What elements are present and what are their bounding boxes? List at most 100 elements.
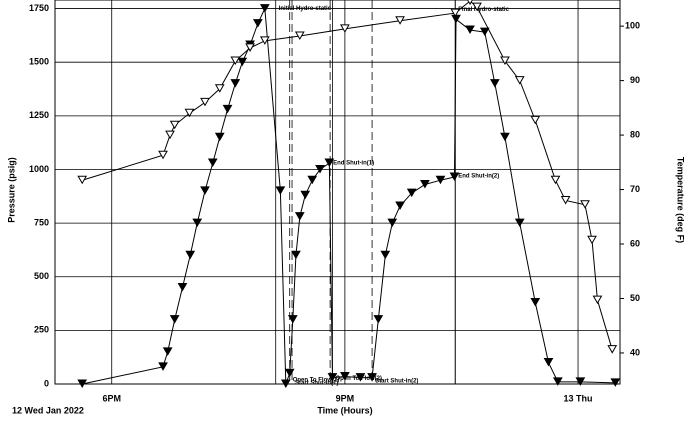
data-point	[214, 132, 225, 142]
data-point	[467, 0, 473, 6]
data-point	[327, 373, 338, 382]
data-point	[380, 250, 391, 260]
data-point	[552, 377, 563, 386]
x-axis-label: Time (Hours)	[317, 405, 372, 415]
data-point	[490, 79, 500, 88]
data-point	[514, 218, 525, 228]
data-point	[340, 24, 350, 33]
y-tick-label: 750	[34, 217, 49, 227]
data-point	[472, 2, 482, 12]
data-point	[230, 56, 241, 66]
data-point	[184, 108, 195, 118]
data-point	[560, 195, 571, 205]
data-point	[315, 164, 325, 174]
event-label: Initial Hydro-static	[279, 6, 332, 12]
data-point	[207, 158, 218, 168]
data-point	[373, 315, 384, 324]
data-point	[387, 218, 398, 228]
data-point	[530, 297, 541, 307]
data-point	[587, 235, 597, 245]
data-point	[610, 378, 621, 387]
event-label: End Shut-in(2)	[458, 173, 499, 179]
data-point	[200, 186, 210, 195]
data-point	[230, 79, 241, 88]
data-point	[158, 150, 168, 160]
y-axis-label: Pressure (psig)	[6, 157, 16, 223]
data-point	[607, 345, 618, 354]
data-point	[514, 76, 525, 85]
data-point	[169, 120, 180, 130]
data-point	[580, 200, 590, 209]
data-point	[550, 175, 561, 185]
data-point	[340, 371, 350, 381]
data-point	[245, 43, 255, 52]
data-point	[214, 84, 225, 93]
y2-tick-label: 40	[630, 347, 640, 357]
x-tick-label: 6PM	[102, 393, 121, 403]
data-point	[500, 56, 510, 66]
data-point	[284, 368, 295, 378]
y-tick-label: 0	[44, 378, 49, 388]
y-tick-label: 250	[34, 325, 49, 335]
data-point	[291, 250, 301, 260]
y2-axis-label: Temperature (deg F)	[676, 157, 686, 243]
data-point	[307, 175, 318, 185]
data-point	[200, 97, 210, 107]
data-point	[165, 130, 175, 140]
data-point	[77, 175, 88, 185]
data-point	[450, 8, 461, 18]
event-label: End Shut-in(1)	[333, 161, 374, 167]
x-tick-label: 13 Thu	[564, 393, 593, 403]
data-point	[275, 186, 286, 195]
data-point	[162, 347, 173, 356]
data-point	[77, 379, 88, 389]
data-point	[177, 282, 188, 292]
y2-tick-label: 90	[630, 75, 640, 85]
date-label: 12 Wed Jan 2022	[12, 405, 84, 415]
data-point	[395, 16, 405, 25]
data-point	[449, 172, 460, 181]
event-label: Open To Flow(1)	[293, 377, 340, 383]
y-tick-label: 500	[34, 271, 49, 281]
y-tick-label: 1250	[29, 110, 49, 120]
event-label: Start Shut-in(1)	[295, 381, 338, 387]
data-point	[500, 132, 510, 142]
event-label: Start Shut-in(2)	[375, 378, 418, 384]
data-point	[252, 19, 263, 28]
data-point	[435, 175, 446, 185]
data-point	[185, 250, 196, 260]
data-point	[420, 179, 430, 189]
data-point	[237, 57, 248, 67]
data-point	[222, 104, 233, 114]
data-point	[406, 188, 417, 198]
data-point	[592, 295, 603, 305]
y-tick-label: 1500	[29, 57, 49, 67]
data-point	[192, 218, 203, 228]
event-label: Open To Flow(2)	[335, 376, 382, 382]
y2-tick-label: 60	[630, 238, 640, 248]
data-point	[395, 201, 405, 210]
y2-tick-label: 100	[625, 21, 640, 31]
data-point	[280, 379, 291, 389]
data-point	[479, 27, 490, 37]
y-tick-label: 1750	[29, 3, 49, 13]
y2-tick-label: 50	[630, 293, 640, 303]
y-tick-label: 1000	[29, 164, 49, 174]
data-point	[465, 25, 475, 35]
data-point	[169, 315, 180, 324]
data-point	[543, 358, 554, 367]
event-label: Final Hydro-static	[458, 7, 509, 13]
data-point	[324, 158, 335, 168]
data-point	[287, 315, 298, 324]
y2-tick-label: 70	[630, 184, 640, 194]
data-point	[367, 373, 377, 382]
data-point	[259, 4, 270, 13]
plot-frame	[54, 0, 621, 385]
data-point	[294, 212, 305, 221]
data-point	[259, 36, 270, 45]
data-point	[294, 31, 305, 40]
data-point	[300, 190, 311, 200]
data-point	[530, 115, 541, 125]
data-point	[355, 373, 366, 382]
